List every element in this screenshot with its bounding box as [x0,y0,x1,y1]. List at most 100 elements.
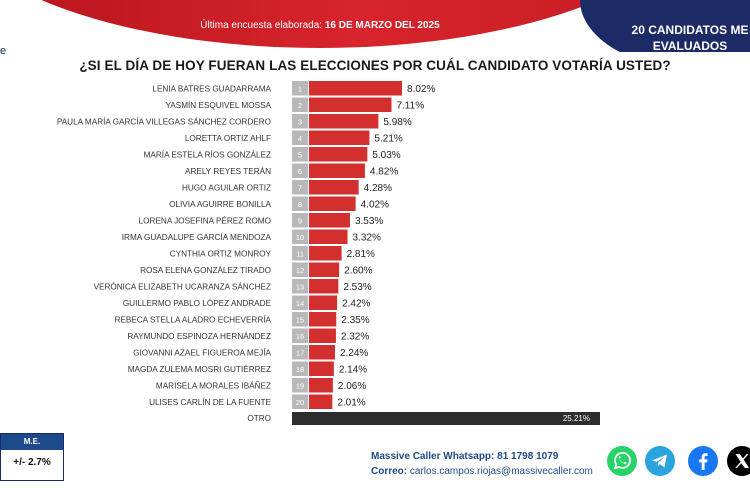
rank-number: 9 [298,216,302,225]
badge-line-1: 20 CANDIDATOS ME [631,23,749,37]
rank-number: 8 [298,200,302,209]
rank-number: 3 [298,117,302,126]
rank-cell [292,262,308,277]
bar [309,312,337,327]
bar [309,328,336,343]
rank-cell [292,295,308,310]
value-label: 2.35% [341,315,369,326]
contact-email: Correo: carlos.campos.riojas@massivecall… [371,464,593,479]
rank-number: 2 [298,101,302,110]
candidate-label: ULISES CARLÍN DE LA FUENTE [149,397,271,407]
email-label: Correo: [371,466,408,477]
bar [309,361,334,376]
other-value-label: 25.21% [563,414,590,423]
candidate-label: MARISELA MORALES IBÁÑEZ [156,380,271,390]
rank-cell [292,114,308,129]
bar [309,378,333,393]
margin-of-error-header: M.E. [1,434,63,450]
rank-cell [292,378,308,393]
value-label: 2.01% [337,397,365,408]
candidate-label: GIOVANNI AZAEL FIGUEROA MEJÍA [133,347,271,357]
bar [309,147,368,162]
survey-date: Última encuesta elaborada: 16 DE MARZO D… [0,20,640,31]
value-label: 7.11% [396,100,424,111]
bar [309,114,379,129]
whatsapp-label: Massive Caller Whatsapp: [371,451,495,462]
rank-number: 6 [298,167,302,176]
bar [309,262,340,277]
candidate-label: OLIVIA AGUIRRE BONILLA [169,200,271,209]
candidate-label: MARÍA ESTELA RÍOS GONZÁLEZ [144,149,271,159]
rank-number: 18 [296,365,304,374]
telegram-icon[interactable] [645,446,675,476]
whatsapp-number: 81 1798 1079 [497,451,559,462]
rank-number: 14 [296,299,304,308]
rank-cell [292,394,308,409]
candidate-label: ARELY REYES TERÁN [185,166,271,176]
value-label: 2.42% [342,298,370,309]
email-address[interactable]: carlos.campos.riojas@massivecaller.com [409,466,593,477]
rank-number: 16 [296,332,304,341]
candidate-label: LENIA BATRES GUADARRAMA [152,84,271,93]
candidate-label: RAYMUNDO ESPINOZA HERNÁNDEZ [127,331,271,341]
rank-number: 1 [298,84,302,93]
bar [309,180,359,195]
candidates-badge [580,0,750,52]
top-banner: Última encuesta elaborada: 16 DE MARZO D… [0,0,750,52]
bar [309,295,338,310]
value-label: 2.24% [340,348,368,359]
rank-cell [292,246,308,261]
margin-of-error-value: +/- 2.7% [13,457,51,468]
contact-whatsapp: Massive Caller Whatsapp: 81 1798 1079 [371,449,593,464]
rank-cell [292,147,308,162]
bar [309,213,350,228]
value-label: 2.06% [338,381,366,392]
value-label: 2.81% [347,249,375,260]
rank-cell [292,279,308,294]
candidate-label: YASMÍN ESQUIVEL MOSSA [165,100,271,110]
candidate-label: GUILLERMO PABLO LÓPEZ ANDRADE [123,298,272,308]
bar [309,279,339,294]
value-label: 4.82% [370,166,398,177]
value-label: 2.60% [344,265,372,276]
other-label: OTRO [247,414,271,423]
value-label: 3.32% [353,232,381,243]
rank-number: 20 [296,398,304,407]
rank-cell [292,229,308,244]
left-edge-text: e [0,45,7,57]
rank-cell [292,328,308,343]
bar [309,345,335,360]
bar [309,246,342,261]
candidate-label: REBECA STELLA ALADRO ECHEVERRÍA [114,314,271,324]
whatsapp-icon[interactable] [607,446,637,476]
x-icon[interactable] [727,446,750,476]
rank-number: 13 [296,282,304,291]
bar [309,229,348,244]
rank-cell [292,81,308,96]
rank-cell [292,361,308,376]
candidate-label: PAULA MARÍA GARCÍA VILLEGAS SÁNCHEZ CORD… [57,116,271,126]
candidate-label: MAGDA ZULEMA MOSRI GUTIÉRREZ [128,364,271,374]
candidate-label: CYNTHIA ORTIZ MONROY [170,249,272,258]
rank-number: 19 [296,381,304,390]
survey-question: ¿SI EL DÍA DE HOY FUERAN LAS ELECCIONES … [79,58,671,73]
candidate-label: VERÓNICA ELIZABETH UCARANZA SÁNCHEZ [94,281,271,291]
margin-of-error-box: M.E. +/- 2.7% [0,433,64,481]
rank-number: 7 [298,183,302,192]
rank-cell [292,163,308,178]
facebook-icon[interactable] [688,446,718,476]
value-label: 2.32% [341,331,369,342]
value-label: 5.21% [374,133,402,144]
rank-number: 15 [296,315,304,324]
value-label: 4.28% [364,183,392,194]
rank-cell [292,312,308,327]
value-label: 5.98% [383,117,411,128]
survey-date-value: 16 DE MARZO DEL 2025 [324,20,440,31]
rank-number: 5 [298,150,302,159]
value-label: 3.53% [355,216,383,227]
rank-number: 12 [296,266,304,275]
value-label: 5.03% [372,150,400,161]
bar [309,97,392,112]
contact-info: Massive Caller Whatsapp: 81 1798 1079 Co… [371,449,593,479]
